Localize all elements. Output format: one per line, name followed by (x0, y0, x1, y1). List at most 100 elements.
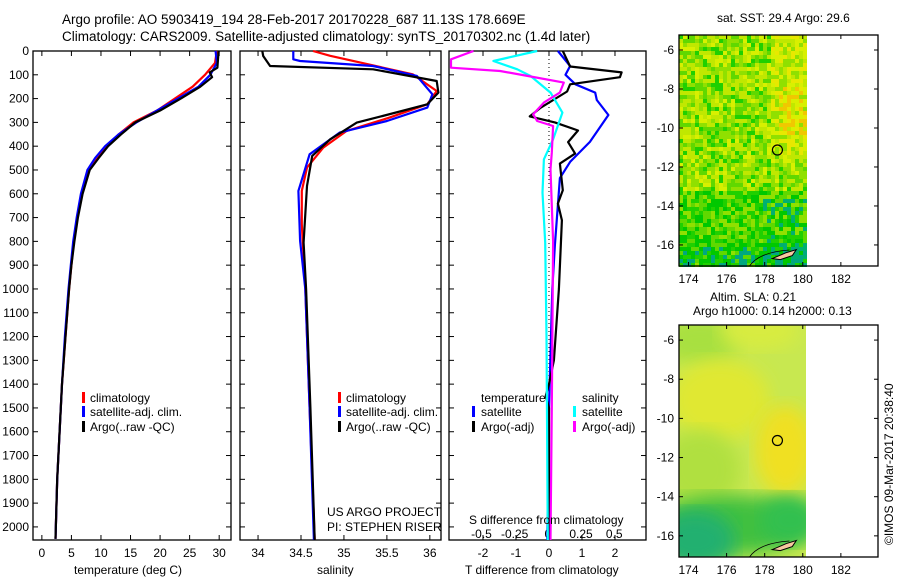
sst-cell (803, 207, 807, 211)
sst-cell (755, 259, 759, 263)
sst-cell (723, 171, 727, 175)
sst-cell (687, 67, 691, 71)
sst-cell (795, 99, 799, 103)
sst-cell (739, 227, 743, 231)
sst-cell (683, 223, 687, 227)
sst-cell (719, 91, 723, 95)
sst-cell (791, 243, 795, 247)
sst-cell (703, 207, 707, 211)
diff-line-t-argo (528, 50, 623, 540)
sst-cell (787, 195, 791, 199)
sst-cell (699, 131, 703, 135)
sst-cell (711, 255, 715, 259)
sst-cell (683, 127, 687, 131)
sst-cell (711, 163, 715, 167)
sst-cell (679, 231, 683, 235)
sst-cell (679, 215, 683, 219)
sst-cell (751, 135, 755, 139)
sst-cell (723, 71, 727, 75)
sst-cell (755, 179, 759, 183)
sst-cell (719, 123, 723, 127)
sst-cell (783, 103, 787, 107)
sst-cell (775, 39, 779, 43)
sst-cell (699, 163, 703, 167)
sst-cell (747, 159, 751, 163)
sst-cell (779, 199, 783, 203)
sst-cell (715, 99, 719, 103)
sst-cell (739, 191, 743, 195)
sst-cell (763, 83, 767, 87)
sst-cell (775, 151, 779, 155)
sst-cell (683, 123, 687, 127)
sst-cell (763, 59, 767, 63)
sst-cell (735, 247, 739, 251)
sst-cell (771, 91, 775, 95)
sst-cell (799, 67, 803, 71)
sst-cell (707, 59, 711, 63)
sst-cell (715, 203, 719, 207)
sst-cell (735, 55, 739, 59)
sst-cell (715, 167, 719, 171)
sst-cell (799, 183, 803, 187)
sst-cell (679, 223, 683, 227)
sst-cell (695, 119, 699, 123)
sst-cell (735, 227, 739, 231)
sst-cell (719, 67, 723, 71)
sst-cell (715, 179, 719, 183)
sst-cell (775, 99, 779, 103)
sst-cell (791, 91, 795, 95)
sst-cell (723, 39, 727, 43)
sst-cell (747, 35, 751, 39)
sst-cell (751, 43, 755, 47)
sst-cell (695, 163, 699, 167)
sst-cell (735, 199, 739, 203)
sst-cell (795, 111, 799, 115)
sst-cell (771, 163, 775, 167)
sst-cell (739, 215, 743, 219)
sst-cell (683, 251, 687, 255)
sst-cell (739, 107, 743, 111)
sst-cell (711, 231, 715, 235)
sst-cell (775, 55, 779, 59)
sst-cell (731, 211, 735, 215)
sst-cell (723, 99, 727, 103)
sst-cell (699, 259, 703, 263)
sst-cell (735, 251, 739, 255)
sst-cell (699, 215, 703, 219)
sst-cell (699, 47, 703, 51)
sst-cell (723, 55, 727, 59)
sst-cell (771, 107, 775, 111)
sst-cell (739, 199, 743, 203)
sst-cell (755, 95, 759, 99)
sst-cell (687, 255, 691, 259)
sst-cell (795, 167, 799, 171)
sst-cell (763, 175, 767, 179)
sst-cell (687, 143, 691, 147)
x-tick-label: 20 (153, 546, 167, 560)
sst-cell (775, 91, 779, 95)
sst-cell (803, 259, 807, 263)
sst-cell (803, 87, 807, 91)
legend-temperature-heading: temperature (481, 391, 546, 405)
sst-cell (791, 151, 795, 155)
sst-cell (779, 107, 783, 111)
sst-cell (735, 195, 739, 199)
sst-cell (691, 147, 695, 151)
sst-cell (787, 219, 791, 223)
sst-cell (787, 259, 791, 263)
sst-cell (759, 171, 763, 175)
sst-cell (783, 35, 787, 39)
sst-cell (723, 203, 727, 207)
sst-cell (679, 199, 683, 203)
sst-cell (739, 139, 743, 143)
sst-cell (747, 199, 751, 203)
sst-cell (703, 195, 707, 199)
sst-cell (739, 79, 743, 83)
sst-cell (755, 51, 759, 55)
sst-cell (687, 39, 691, 43)
sst-cell (695, 127, 699, 131)
sst-cell (771, 167, 775, 171)
sst-cell (703, 67, 707, 71)
sst-cell (679, 155, 683, 159)
sst-cell (775, 59, 779, 63)
